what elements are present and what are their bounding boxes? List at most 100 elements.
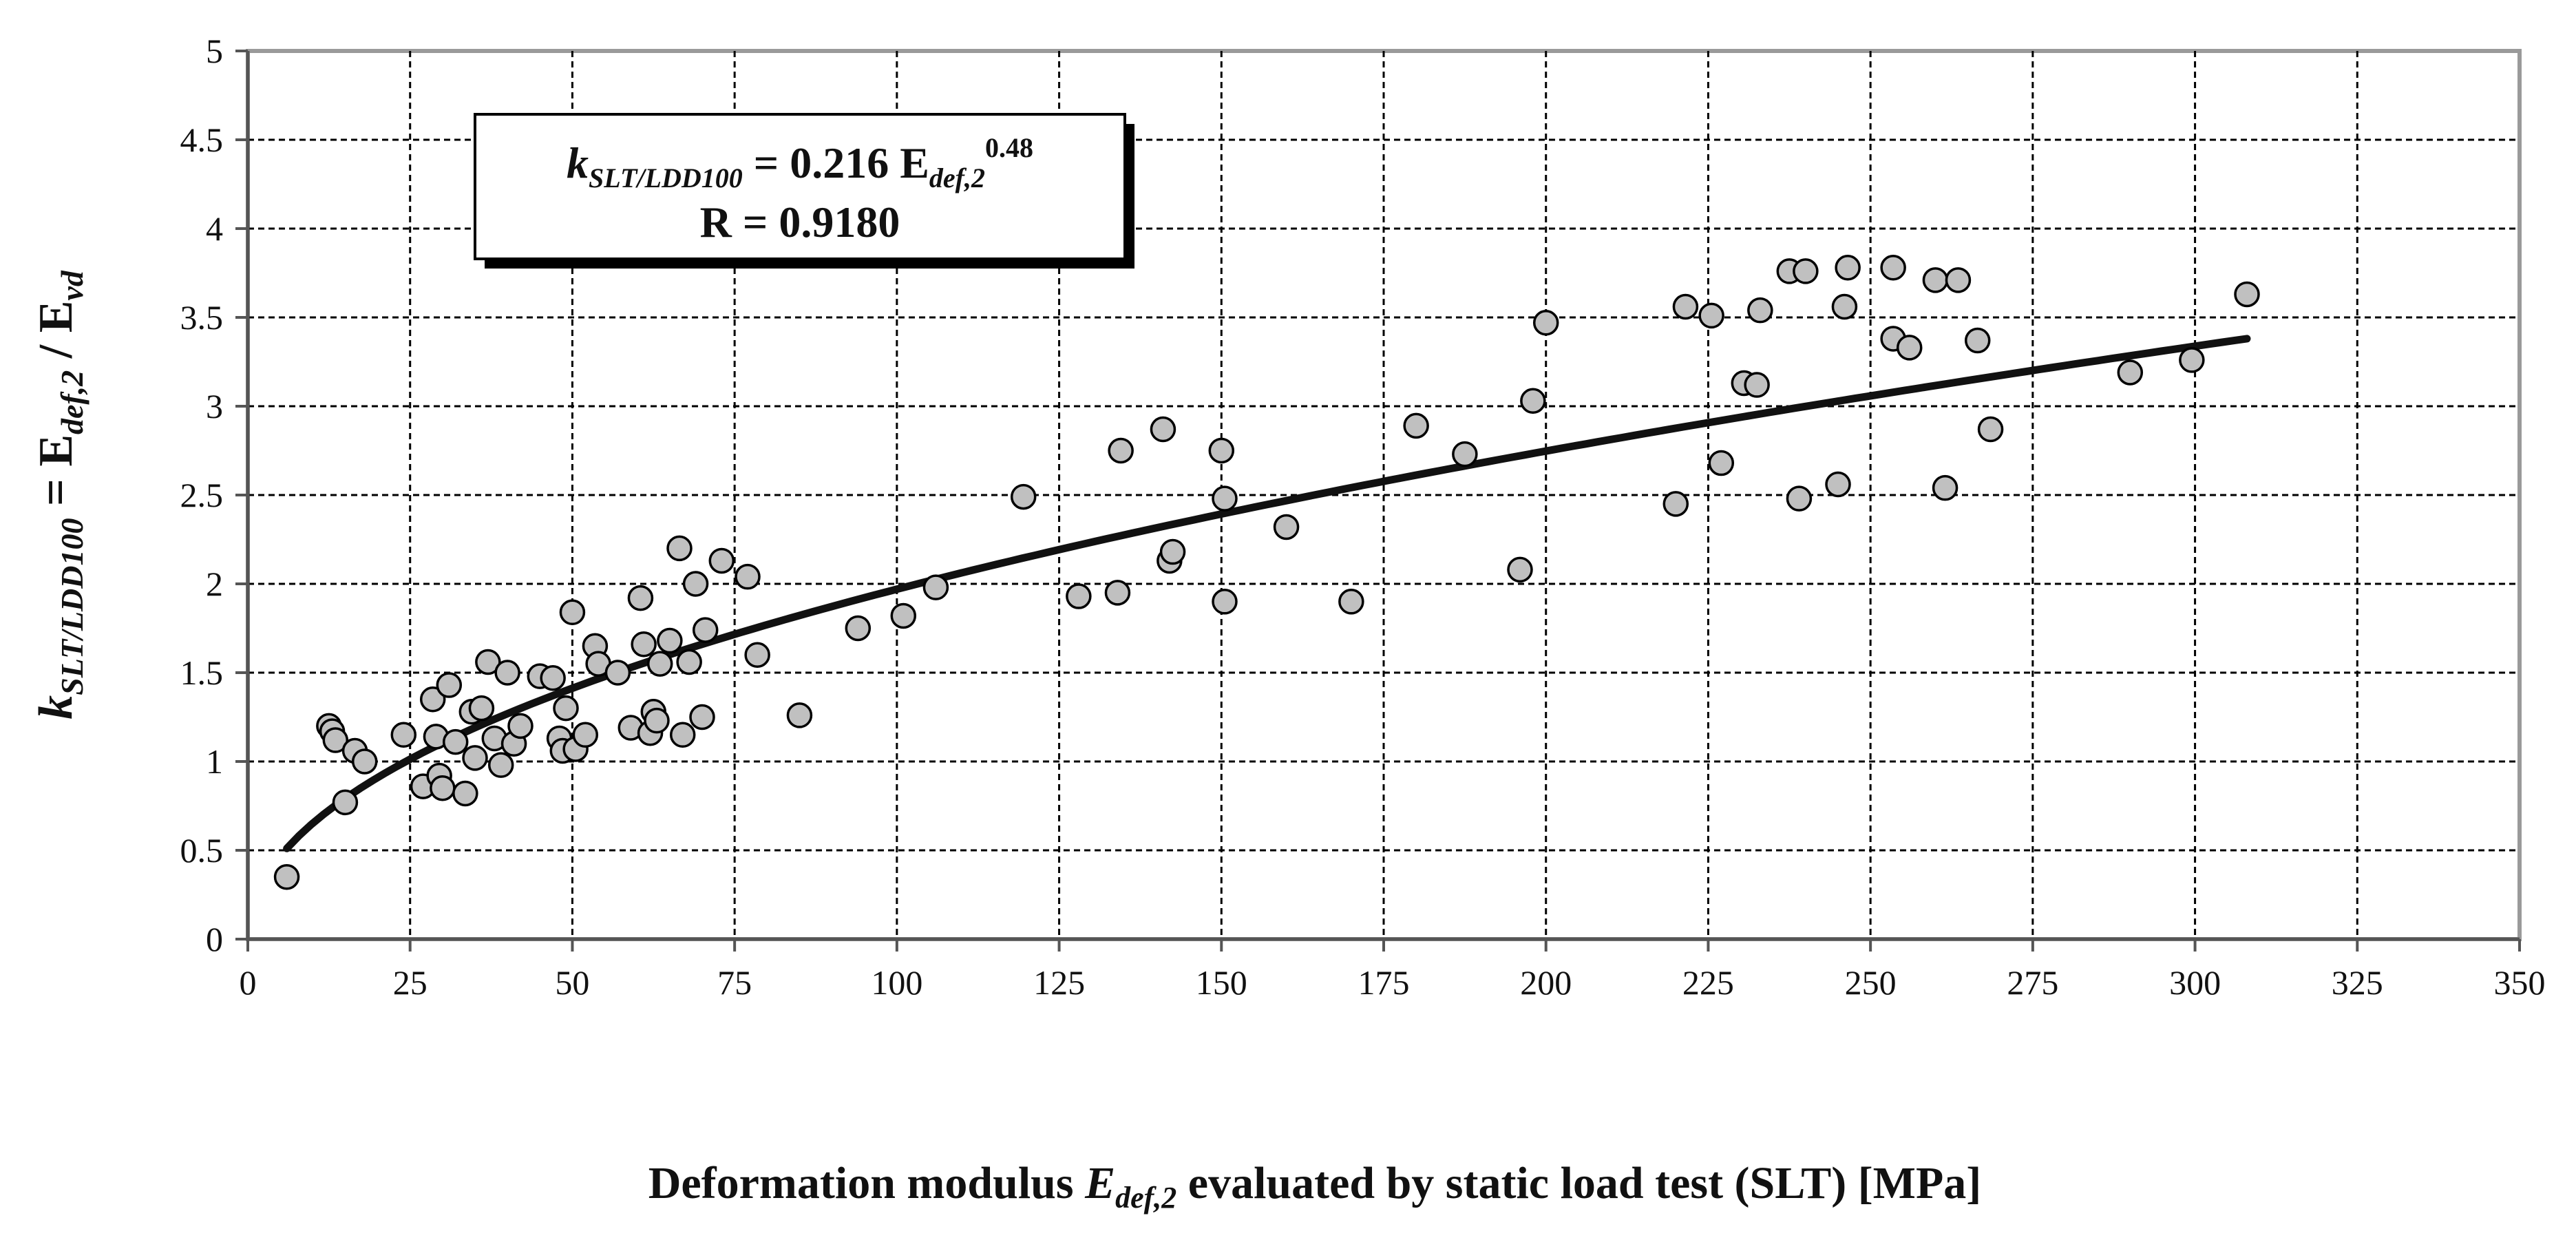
- data-point: [708, 547, 735, 574]
- y-tick-label: 2: [206, 565, 223, 603]
- data-point: [1066, 583, 1092, 609]
- data-point: [487, 752, 514, 778]
- data-point: [1452, 441, 1478, 467]
- data-point: [735, 563, 761, 590]
- data-point: [1708, 450, 1735, 476]
- y-tick-label: 3.5: [180, 298, 224, 337]
- data-point: [1403, 412, 1429, 439]
- x-tick-label: 200: [1520, 963, 1572, 1002]
- data-point: [682, 571, 709, 597]
- data-point: [669, 722, 696, 748]
- x-tick-label: 300: [2169, 963, 2221, 1002]
- data-point: [419, 686, 446, 713]
- data-point: [559, 599, 586, 626]
- y-tick-label: 0: [206, 920, 223, 958]
- data-point: [845, 615, 872, 642]
- data-point: [1786, 485, 1813, 512]
- equation-box: kSLT/LDD100 = 0.216 Edef,20.48 R = 0.918…: [474, 113, 1134, 269]
- y-tick-label: 2.5: [180, 476, 224, 514]
- data-point: [1825, 471, 1851, 498]
- x-tick-label: 125: [1033, 963, 1085, 1002]
- data-point: [1212, 485, 1238, 512]
- y-tick-label: 4: [206, 209, 223, 248]
- data-point: [273, 863, 300, 890]
- data-point: [1977, 416, 2004, 443]
- x-tick-label: 150: [1196, 963, 1247, 1002]
- y-tick-label: 3: [206, 387, 223, 425]
- y-tick-label: 1: [206, 742, 223, 781]
- data-point: [462, 745, 488, 771]
- data-point: [644, 707, 670, 734]
- data-point: [692, 617, 719, 643]
- data-point: [572, 722, 599, 748]
- x-tick-label: 325: [2332, 963, 2383, 1002]
- data-point: [1698, 302, 1724, 329]
- data-point: [452, 780, 478, 807]
- data-point: [507, 713, 534, 739]
- data-point: [646, 651, 673, 677]
- x-tick-label: 275: [2007, 963, 2058, 1002]
- axes: [235, 50, 2521, 952]
- data-point: [1108, 437, 1134, 464]
- data-point: [1831, 293, 1858, 320]
- data-point: [1104, 580, 1131, 606]
- x-tick-label: 50: [555, 963, 589, 1002]
- x-tick-label: 250: [1845, 963, 1897, 1002]
- data-point: [1964, 327, 1991, 354]
- data-point: [553, 695, 579, 722]
- equation-line1: kSLT/LDD100 = 0.216 Edef,20.48: [567, 132, 1033, 193]
- x-tick-label: 25: [393, 963, 427, 1002]
- data-point: [540, 664, 566, 691]
- data-point: [627, 585, 654, 611]
- data-point: [436, 672, 463, 698]
- data-point: [1150, 416, 1176, 443]
- data-point: [666, 535, 693, 562]
- data-point: [1932, 474, 1959, 501]
- y-tick-label: 4.5: [180, 120, 224, 159]
- data-point: [1945, 267, 1972, 293]
- data-point: [890, 602, 917, 629]
- data-point: [1159, 538, 1186, 565]
- data-point: [351, 748, 378, 775]
- y-tick-label: 1.5: [180, 653, 224, 692]
- data-point: [1747, 297, 1773, 324]
- data-point: [922, 574, 949, 600]
- data-point: [786, 702, 813, 728]
- data-point: [468, 695, 495, 722]
- data-point: [1922, 267, 1949, 293]
- data-point: [2234, 281, 2260, 308]
- data-point: [1896, 335, 1923, 361]
- data-point: [494, 660, 520, 686]
- data-point: [1010, 483, 1037, 510]
- data-point: [2117, 359, 2144, 386]
- data-point: [475, 649, 501, 675]
- data-point: [676, 649, 702, 675]
- data-point: [657, 627, 683, 654]
- data-point: [322, 727, 349, 753]
- x-axis-title: Deformation modulus Edef,2 evaluated by …: [648, 1158, 1982, 1215]
- x-tick-label: 75: [717, 963, 752, 1002]
- data-point: [604, 660, 631, 686]
- x-tick-label: 225: [1682, 963, 1734, 1002]
- data-point: [689, 704, 715, 731]
- y-axis-title: kSLT/LDD100 = Edef,2 / Evd: [30, 270, 89, 719]
- x-tick-label: 0: [240, 963, 257, 1002]
- tick-labels: 0 25 50 75 100 125 150 175 200 225 250 275 300 325 350…: [180, 32, 2546, 1002]
- data-point: [390, 722, 417, 748]
- data-point: [1273, 514, 1300, 540]
- data-point: [1520, 388, 1546, 414]
- data-point: [631, 631, 657, 658]
- x-tick-label: 175: [1358, 963, 1410, 1002]
- data-point: [2179, 347, 2205, 373]
- data-point: [1672, 293, 1699, 320]
- data-point: [1880, 255, 1906, 281]
- data-points: [273, 255, 2260, 890]
- data-point: [1338, 589, 1364, 615]
- x-tick-label: 100: [871, 963, 922, 1002]
- data-point: [430, 775, 456, 801]
- y-tick-label: 5: [206, 32, 223, 70]
- data-point: [1208, 437, 1235, 464]
- y-tick-label: 0.5: [180, 831, 224, 870]
- data-point: [1793, 258, 1819, 284]
